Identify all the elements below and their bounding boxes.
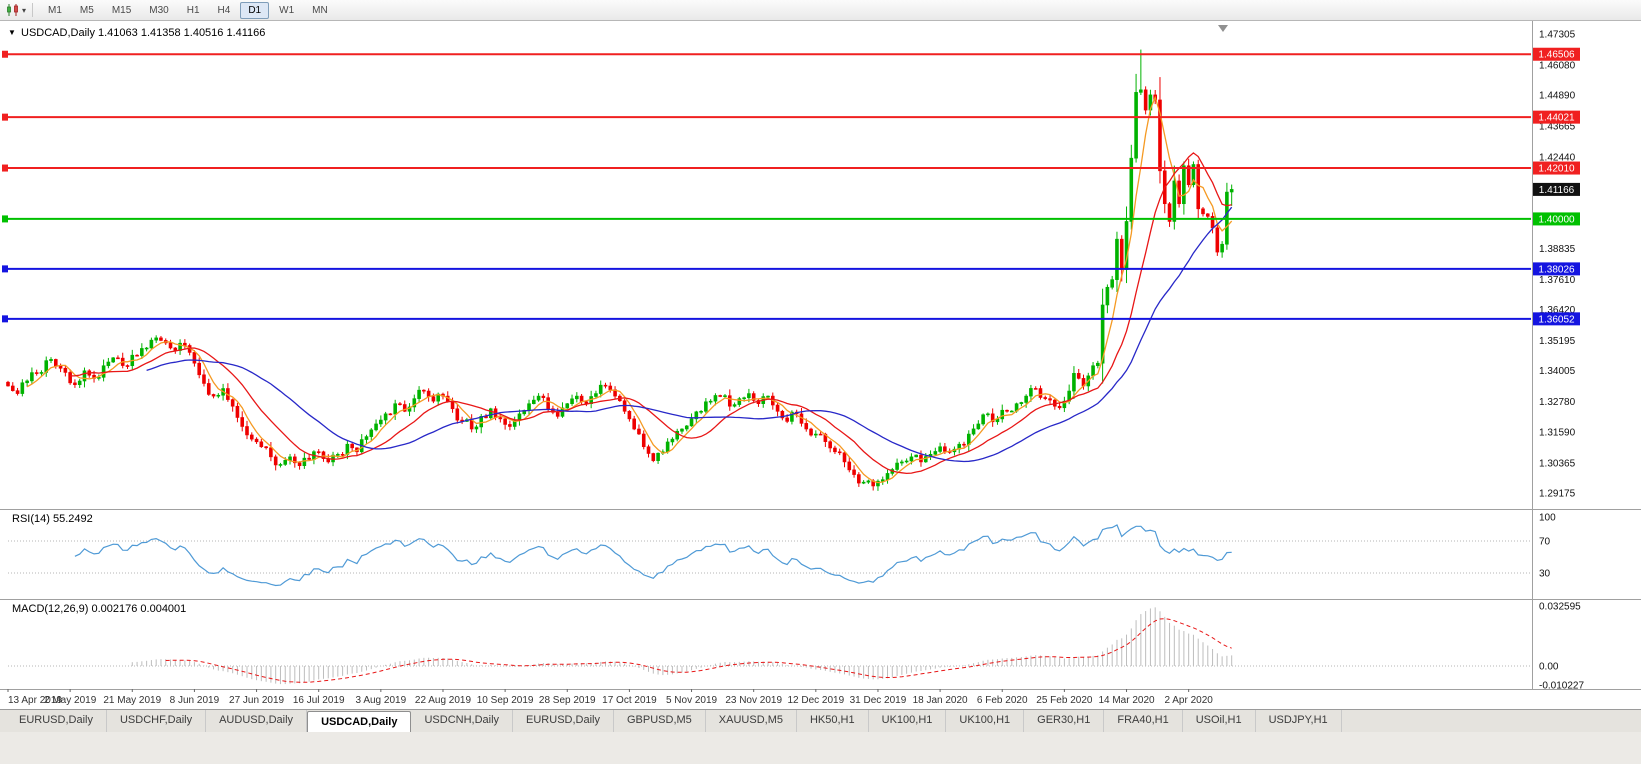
chart-tab-uk100-h1[interactable]: UK100,H1 bbox=[869, 710, 947, 732]
svg-text:1.44890: 1.44890 bbox=[1539, 91, 1576, 102]
timeframe-button-m1[interactable]: M1 bbox=[48, 4, 62, 16]
svg-text:31 Dec 2019: 31 Dec 2019 bbox=[850, 695, 907, 706]
svg-text:23 Nov 2019: 23 Nov 2019 bbox=[725, 695, 782, 706]
svg-text:10 Sep 2019: 10 Sep 2019 bbox=[477, 695, 534, 706]
candlestick-chart-glyph bbox=[7, 4, 18, 16]
svg-text:1.44021: 1.44021 bbox=[1538, 113, 1575, 124]
chart-window: 100 70 30 0.032595 0.00 -0.010227 1.47305 1.4… bbox=[0, 21, 1641, 709]
chart-tab-gbpusd-m5[interactable]: GBPUSD,M5 bbox=[614, 710, 706, 732]
timeframe-button-h4[interactable]: H4 bbox=[217, 4, 231, 16]
chart-tab-xauusd-m5[interactable]: XAUUSD,M5 bbox=[706, 710, 797, 732]
macd-label: MACD(12,26,9) 0.002176 0.004001 bbox=[12, 603, 186, 615]
svg-text:1.47305: 1.47305 bbox=[1539, 30, 1576, 41]
rsi-panel: 100 70 30 bbox=[8, 513, 1556, 587]
chart-tab-fra40-h1[interactable]: FRA40,H1 bbox=[1104, 710, 1183, 732]
svg-text:1.35195: 1.35195 bbox=[1539, 336, 1576, 347]
chart-tab-usdjpy-h1[interactable]: USDJPY,H1 bbox=[1256, 710, 1342, 732]
timeframe-button-w1[interactable]: W1 bbox=[279, 4, 295, 16]
svg-text:1.40000: 1.40000 bbox=[1538, 214, 1575, 225]
svg-text:1.46506: 1.46506 bbox=[1538, 50, 1575, 61]
svg-text:1.29175: 1.29175 bbox=[1539, 488, 1576, 499]
svg-text:30: 30 bbox=[1539, 569, 1551, 580]
chart-tab-hk50-h1[interactable]: HK50,H1 bbox=[797, 710, 869, 732]
svg-text:1.32780: 1.32780 bbox=[1539, 397, 1576, 408]
svg-text:12 Dec 2019: 12 Dec 2019 bbox=[787, 695, 844, 706]
svg-text:1.36052: 1.36052 bbox=[1538, 314, 1575, 325]
svg-text:1.37610: 1.37610 bbox=[1539, 275, 1576, 286]
chart-tabs-bar: EURUSD,Daily USDCHF,Daily AUDUSD,Daily USDC… bbox=[0, 709, 1641, 732]
svg-text:27 Jun 2019: 27 Jun 2019 bbox=[229, 695, 284, 706]
svg-text:2 Apr 2020: 2 Apr 2020 bbox=[1164, 695, 1213, 706]
support-resistance-lines[interactable] bbox=[2, 50, 1531, 323]
svg-text:3 Aug 2019: 3 Aug 2019 bbox=[356, 695, 407, 706]
chart-tab-ger30-h1[interactable]: GER30,H1 bbox=[1024, 710, 1105, 732]
toolbar-separator bbox=[32, 3, 34, 17]
svg-text:-0.010227: -0.010227 bbox=[1539, 680, 1584, 691]
svg-text:28 Sep 2019: 28 Sep 2019 bbox=[539, 695, 596, 706]
svg-text:17 Oct 2019: 17 Oct 2019 bbox=[602, 695, 657, 706]
svg-text:100: 100 bbox=[1539, 513, 1556, 524]
svg-text:16 Jul 2019: 16 Jul 2019 bbox=[293, 695, 345, 706]
svg-text:70: 70 bbox=[1539, 537, 1551, 548]
svg-text:1.30365: 1.30365 bbox=[1539, 458, 1576, 469]
svg-text:1.46080: 1.46080 bbox=[1539, 61, 1576, 72]
chart-shift-marker-icon[interactable] bbox=[1218, 25, 1228, 32]
svg-text:2 May 2019: 2 May 2019 bbox=[44, 695, 97, 706]
timeframe-button-d1[interactable]: D1 bbox=[240, 1, 270, 19]
svg-text:18 Jan 2020: 18 Jan 2020 bbox=[913, 695, 968, 706]
svg-text:1.38835: 1.38835 bbox=[1539, 244, 1576, 255]
svg-text:14 Mar 2020: 14 Mar 2020 bbox=[1098, 695, 1155, 706]
svg-text:1.42440: 1.42440 bbox=[1539, 153, 1576, 164]
candlestick-chart-icon[interactable] bbox=[4, 2, 22, 18]
chart-tab-usdcnh-daily[interactable]: USDCNH,Daily bbox=[411, 710, 514, 732]
svg-text:13 Apr 2019: 13 Apr 2019 bbox=[8, 695, 62, 706]
macd-panel: 0.032595 0.00 -0.010227 bbox=[8, 601, 1584, 691]
svg-text:0.00: 0.00 bbox=[1539, 662, 1559, 673]
chart-tab-eurusd-daily[interactable]: EURUSD,Daily bbox=[513, 710, 614, 732]
timeframe-toolbar: ▾ M1 M5 M15 M30 H1 H4 D1 W1 MN bbox=[0, 0, 1641, 21]
timeframe-button-m15[interactable]: M15 bbox=[111, 4, 132, 16]
moving-average-lines bbox=[26, 95, 1233, 484]
status-area bbox=[0, 732, 1641, 764]
timeframe-button-m5[interactable]: M5 bbox=[79, 4, 94, 16]
svg-text:1.38026: 1.38026 bbox=[1538, 264, 1575, 275]
chart-tab-audusd-daily[interactable]: AUDUSD,Daily bbox=[206, 710, 308, 732]
timeframe-button-m30[interactable]: M30 bbox=[149, 4, 169, 16]
dropdown-arrow-icon[interactable]: ▾ bbox=[22, 5, 27, 15]
svg-text:6 Feb 2020: 6 Feb 2020 bbox=[977, 695, 1028, 706]
chart-tab-usoil-h1[interactable]: USOil,H1 bbox=[1183, 710, 1256, 732]
chart-tab-uk100-h1[interactable]: UK100,H1 bbox=[946, 710, 1025, 732]
svg-text:1.41166: 1.41166 bbox=[1539, 185, 1575, 196]
rsi-label: RSI(14) 55.2492 bbox=[12, 513, 93, 525]
chart-title: USDCAD,Daily 1.41063 1.41358 1.40516 1.4… bbox=[21, 27, 265, 39]
panel-dividers bbox=[0, 21, 1641, 690]
svg-text:1.42010: 1.42010 bbox=[1538, 164, 1575, 175]
timeframe-button-h1[interactable]: H1 bbox=[186, 4, 200, 16]
svg-text:1.36420: 1.36420 bbox=[1539, 305, 1576, 316]
svg-text:8 Jun 2019: 8 Jun 2019 bbox=[170, 695, 220, 706]
chart-tab-eurusd-daily[interactable]: EURUSD,Daily bbox=[6, 710, 107, 732]
svg-text:21 May 2019: 21 May 2019 bbox=[103, 695, 161, 706]
svg-text:1.31590: 1.31590 bbox=[1539, 427, 1576, 438]
svg-text:25 Feb 2020: 25 Feb 2020 bbox=[1036, 695, 1093, 706]
svg-text:1.34005: 1.34005 bbox=[1539, 366, 1576, 377]
price-axis[interactable]: 1.47305 1.46080 1.44890 1.43665 1.42440 1.388… bbox=[1539, 30, 1576, 500]
timeframe-buttons-group: M1 M5 M15 M30 H1 H4 D1 W1 MN bbox=[39, 1, 337, 19]
price-tags: 1.46506 1.44021 1.42010 1.41166 1.40000 1.380… bbox=[1533, 47, 1580, 326]
svg-text:0.032595: 0.032595 bbox=[1539, 601, 1581, 612]
svg-text:5 Nov 2019: 5 Nov 2019 bbox=[666, 695, 718, 706]
candlestick-series bbox=[6, 49, 1234, 491]
collapse-icon[interactable]: ▼ bbox=[8, 28, 16, 37]
svg-text:22 Aug 2019: 22 Aug 2019 bbox=[415, 695, 472, 706]
chart-tab-usdchf-daily[interactable]: USDCHF,Daily bbox=[107, 710, 207, 732]
svg-text:1.43665: 1.43665 bbox=[1539, 122, 1576, 133]
timeframe-button-mn[interactable]: MN bbox=[312, 4, 328, 16]
chart-tab-usdcad-daily[interactable]: USDCAD,Daily bbox=[307, 711, 412, 732]
